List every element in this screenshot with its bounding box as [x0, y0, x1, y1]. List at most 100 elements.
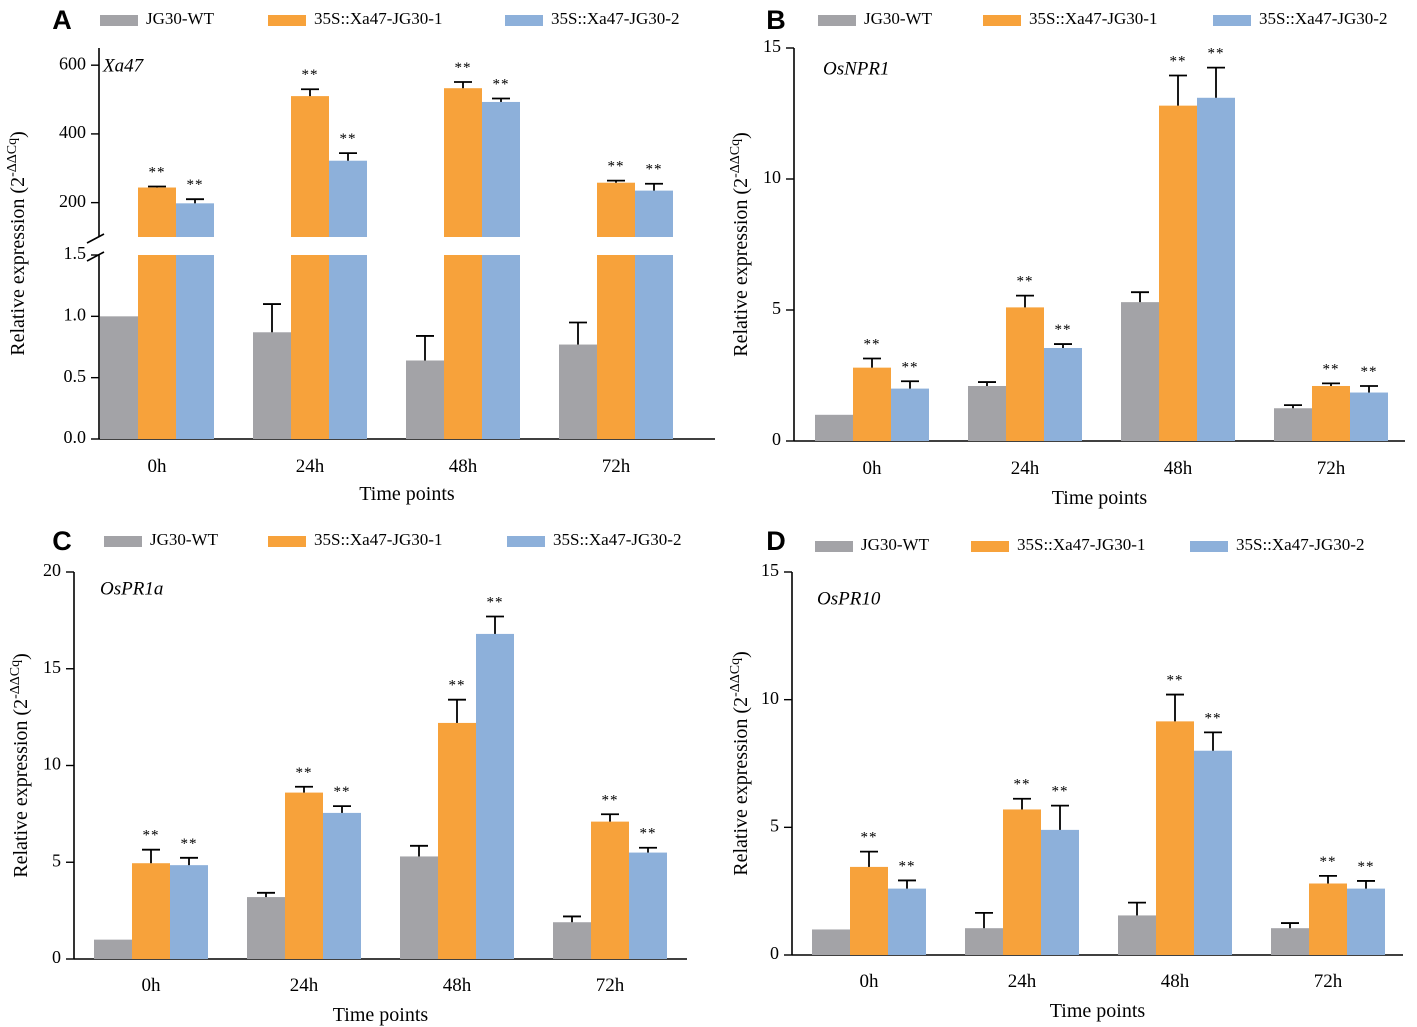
significance-mark: ** — [493, 77, 510, 93]
legend: JG30-WT 35S::Xa47-JG30-1 35S::Xa47-JG30-2 — [815, 535, 1364, 554]
x-tick-label: 0h — [148, 456, 168, 477]
y-axis-title: Relative expression (2-ΔΔCq) — [5, 131, 29, 356]
bar-lower-segment — [635, 255, 673, 439]
bar — [812, 929, 850, 955]
x-tick-label: 72h — [1317, 458, 1346, 479]
bar — [1274, 408, 1312, 441]
legend: JG30-WT 35S::Xa47-JG30-1 35S::Xa47-JG30-2 — [104, 530, 681, 549]
y-tick-label: 400 — [59, 122, 86, 142]
y-axis-title-text: Relative expression (2 — [10, 699, 32, 878]
legend-label: 35S::Xa47-JG30-2 — [1259, 9, 1387, 28]
legend-swatch — [100, 15, 138, 26]
y-tick-label: 0 — [770, 943, 779, 963]
bar — [438, 722, 476, 959]
bars: ** ** ** ** ** ** ** ** — [94, 595, 667, 959]
gene-label: OsNPR1 — [823, 58, 890, 79]
bar-lower-segment — [176, 255, 214, 439]
significance-mark: ** — [1055, 322, 1072, 338]
x-tick-label: 48h — [443, 975, 472, 996]
significance-mark: ** — [1208, 46, 1225, 62]
x-tick-label: 72h — [1314, 971, 1343, 992]
bar — [597, 182, 635, 237]
legend-label: JG30-WT — [146, 9, 215, 28]
y-tick-label: 5 — [772, 298, 781, 318]
bar — [553, 922, 591, 959]
bar — [968, 385, 1006, 441]
bar — [400, 856, 438, 959]
x-tick-label: 72h — [602, 456, 631, 477]
y-axis-title-superscript: -ΔΔCq — [728, 658, 743, 697]
legend-label: 35S::Xa47-JG30-1 — [1017, 535, 1145, 554]
bar — [1003, 809, 1041, 955]
bar — [1347, 888, 1385, 955]
bar — [591, 821, 629, 959]
bar — [1041, 829, 1079, 955]
significance-mark: ** — [149, 164, 166, 180]
bar — [1121, 302, 1159, 441]
bar — [1159, 105, 1197, 441]
y-tick-label: 15 — [763, 36, 781, 56]
legend-swatch — [104, 536, 142, 547]
bar — [1350, 392, 1388, 441]
y-axis-title-superscript: -ΔΔCq — [728, 139, 743, 178]
legend: JG30-WT 35S::Xa47-JG30-1 35S::Xa47-JG30-2 — [818, 9, 1387, 28]
bar-lower-segment — [597, 255, 635, 439]
legend-label: 35S::Xa47-JG30-2 — [1236, 535, 1364, 554]
x-axis-title: Time points — [1052, 487, 1148, 509]
legend-label: JG30-WT — [861, 535, 930, 554]
bars: ** ** ** ** ** ** ** ** — [100, 60, 673, 439]
x-tick-label: 0h — [142, 975, 162, 996]
bar — [635, 190, 673, 237]
y-tick-label: 5 — [52, 850, 61, 870]
y-tick-label: 200 — [59, 191, 86, 211]
gene-label: OsPR1a — [100, 578, 163, 599]
x-tick-label: 24h — [290, 975, 319, 996]
significance-mark: ** — [1170, 54, 1187, 70]
legend-swatch — [1213, 15, 1251, 26]
panel-letter: B — [766, 5, 786, 35]
y-tick-label: 1.0 — [64, 304, 87, 324]
y-tick-label: 0 — [772, 429, 781, 449]
x-axis-title: Time points — [333, 1004, 429, 1026]
bar — [1271, 928, 1309, 955]
significance-mark: ** — [334, 784, 351, 800]
significance-mark: ** — [899, 858, 916, 874]
bar — [444, 88, 482, 238]
legend-label: JG30-WT — [150, 530, 219, 549]
legend-swatch — [1190, 541, 1228, 552]
bar-lower-segment — [329, 255, 367, 439]
significance-mark: ** — [1052, 784, 1069, 800]
legend-swatch — [818, 15, 856, 26]
y-axis-title-close: ) — [730, 651, 752, 658]
significance-mark: ** — [487, 595, 504, 611]
significance-mark: ** — [864, 336, 881, 352]
axis-break-mark — [86, 233, 105, 244]
bar — [891, 388, 929, 441]
bar — [132, 863, 170, 959]
x-axis-title: Time points — [359, 483, 455, 505]
legend-swatch — [505, 15, 543, 26]
x-tick-label: 0h — [863, 458, 883, 479]
bar — [965, 928, 1003, 955]
legend-label: 35S::Xa47-JG30-1 — [1029, 9, 1157, 28]
y-axis-title-text: Relative expression (2 — [7, 177, 29, 356]
gene-label: Xa47 — [102, 55, 145, 76]
significance-mark: ** — [1205, 710, 1222, 726]
legend-swatch — [507, 536, 545, 547]
bar — [94, 939, 132, 959]
legend-swatch — [268, 536, 306, 547]
x-tick-label: 24h — [1008, 971, 1037, 992]
significance-mark: ** — [302, 67, 319, 83]
bar — [1309, 883, 1347, 955]
bars: ** ** ** ** ** ** ** ** — [812, 673, 1385, 955]
y-axis-title-text: Relative expression (2 — [730, 178, 752, 357]
significance-mark: ** — [1358, 859, 1375, 875]
y-axis-title-superscript: -ΔΔCq — [8, 660, 23, 699]
panel-letter: C — [52, 526, 72, 556]
legend-label: 35S::Xa47-JG30-2 — [551, 9, 679, 28]
significance-mark: ** — [1361, 364, 1378, 380]
x-tick-label: 72h — [596, 975, 625, 996]
y-tick-label: 1.5 — [64, 243, 87, 263]
significance-mark: ** — [640, 826, 657, 842]
